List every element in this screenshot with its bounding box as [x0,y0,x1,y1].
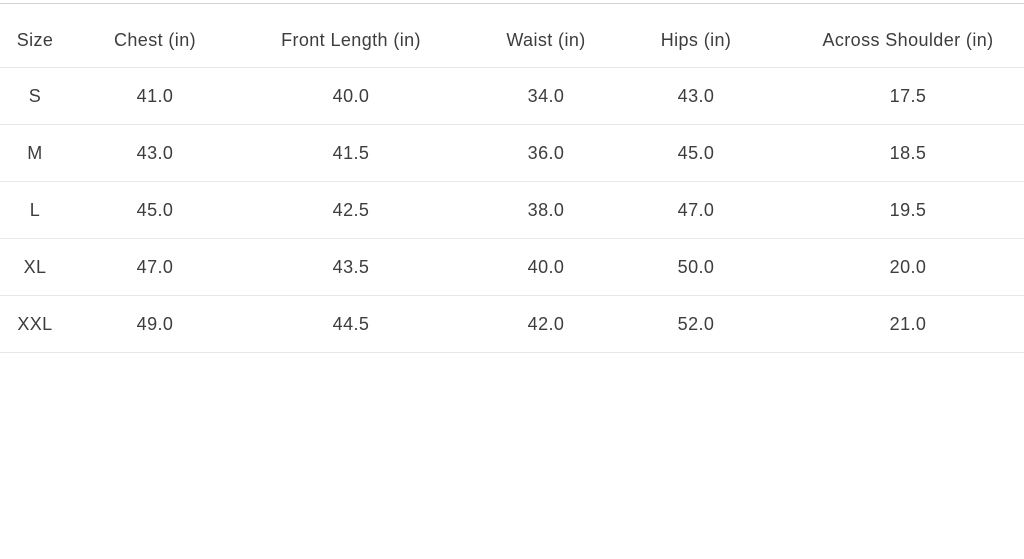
size-label-cell: M [0,124,70,182]
column-header-across-shoulder: Across Shoulder (in) [762,3,1024,68]
column-header-size: Size [0,3,70,68]
column-header-hips: Hips (in) [630,3,762,68]
size-label-cell: L [0,181,70,239]
table-cell: 44.5 [240,295,462,353]
table-cell: 41.5 [240,124,462,182]
table-cell: 47.0 [630,181,762,239]
table-cell: 43.0 [630,67,762,125]
table-cell: 18.5 [762,124,1024,182]
header-row: Size Chest (in) Front Length (in) Waist … [0,3,1024,68]
table-row-xxl: XXL 49.0 44.5 42.0 52.0 21.0 [0,295,1024,353]
table-row-xl: XL 47.0 43.5 40.0 50.0 20.0 [0,238,1024,296]
column-header-chest: Chest (in) [70,3,240,68]
table-cell: 36.0 [462,124,630,182]
table-row-s: S 41.0 40.0 34.0 43.0 17.5 [0,67,1024,125]
table-cell: 19.5 [762,181,1024,239]
table-cell: 41.0 [70,67,240,125]
table-cell: 20.0 [762,238,1024,296]
size-label-cell: XL [0,238,70,296]
column-header-waist: Waist (in) [462,3,630,68]
table-cell: 40.0 [240,67,462,125]
table-cell: 42.5 [240,181,462,239]
table-row-m: M 43.0 41.5 36.0 45.0 18.5 [0,124,1024,182]
table-cell: 40.0 [462,238,630,296]
table-cell: 47.0 [70,238,240,296]
table-cell: 43.5 [240,238,462,296]
table-cell: 42.0 [462,295,630,353]
table-cell: 34.0 [462,67,630,125]
size-label-cell: XXL [0,295,70,353]
table-cell: 38.0 [462,181,630,239]
size-chart-table: Size Chest (in) Front Length (in) Waist … [0,3,1024,353]
table-cell: 43.0 [70,124,240,182]
table-row-l: L 45.0 42.5 38.0 47.0 19.5 [0,181,1024,239]
table-cell: 45.0 [70,181,240,239]
table-cell: 17.5 [762,67,1024,125]
table-cell: 49.0 [70,295,240,353]
table-cell: 45.0 [630,124,762,182]
column-header-front-length: Front Length (in) [240,3,462,68]
table-cell: 50.0 [630,238,762,296]
table-cell: 52.0 [630,295,762,353]
size-label-cell: S [0,67,70,125]
table-cell: 21.0 [762,295,1024,353]
